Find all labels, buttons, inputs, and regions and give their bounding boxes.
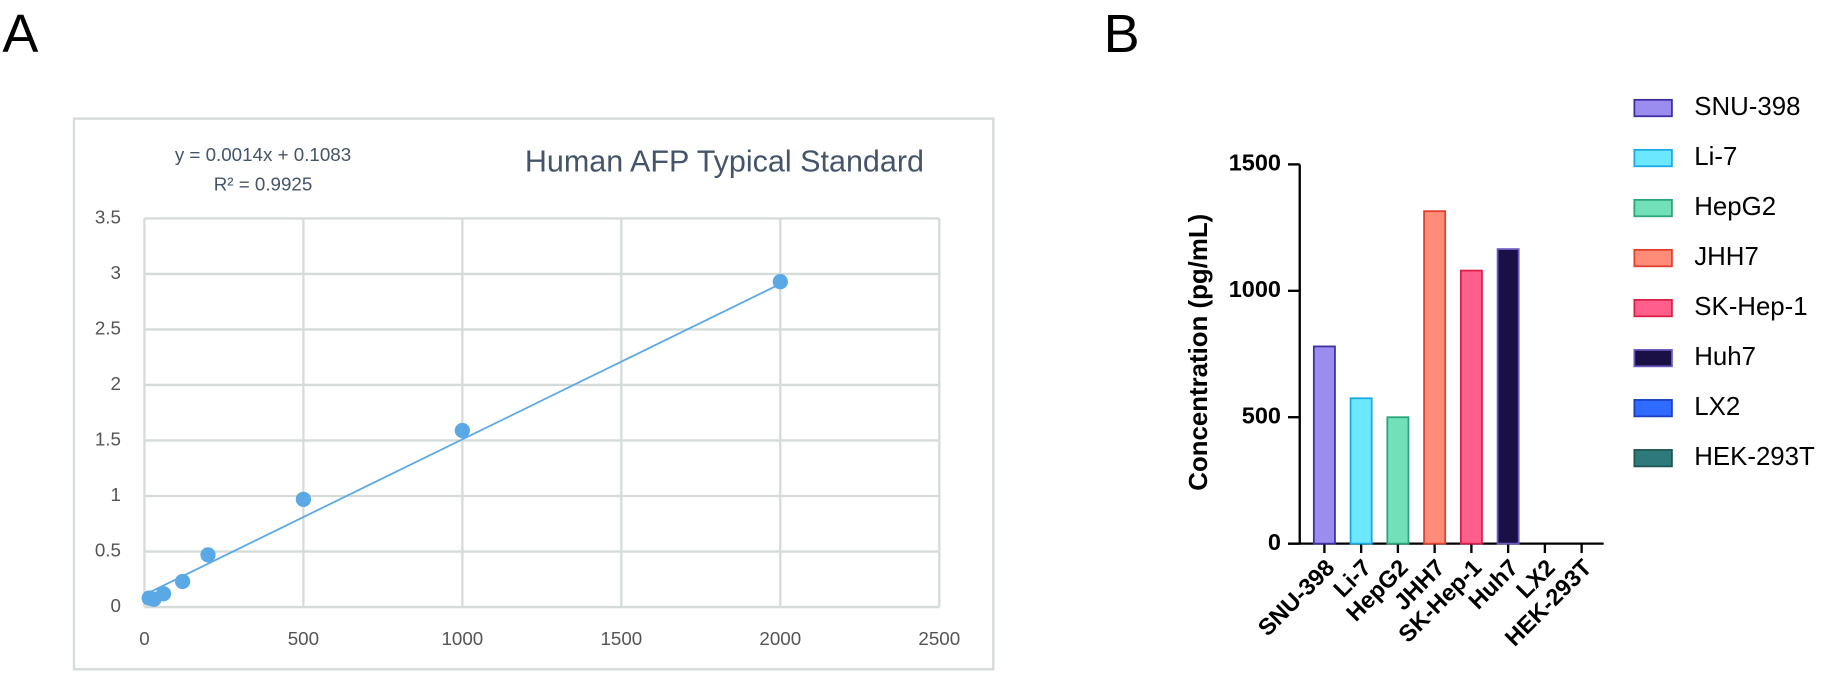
legend-swatch	[1633, 198, 1673, 218]
x-tick-label: SNU-398	[1253, 554, 1340, 641]
y-tick-label: 3.5	[95, 206, 121, 227]
y-tick-label: 1000	[1229, 276, 1281, 302]
x-tick-label: 2500	[918, 628, 960, 649]
x-tick-label: 2000	[759, 628, 801, 649]
y-tick-label: 1500	[1229, 150, 1281, 176]
legend-label: Li-7	[1694, 143, 1737, 171]
data-point	[174, 573, 191, 590]
legend-swatch	[1633, 299, 1673, 318]
x-tick-label: 1000	[441, 628, 483, 649]
data-point	[200, 547, 216, 563]
trendline	[144, 283, 781, 596]
chart-frame	[72, 117, 995, 671]
data-point	[295, 491, 312, 507]
legend-label: SNU-398	[1694, 93, 1800, 121]
bar	[1496, 248, 1520, 545]
legend-swatch	[1633, 399, 1673, 418]
panel-label: B	[1104, 4, 1140, 64]
x-tick-label: 1500	[600, 628, 642, 649]
legend-swatch	[1633, 248, 1673, 268]
legend-label: LX2	[1694, 393, 1740, 421]
bar	[1312, 345, 1336, 545]
bar	[1349, 397, 1373, 545]
y-tick-label: 2.5	[95, 317, 121, 338]
legend-label: HEK-293T	[1694, 443, 1815, 471]
equation: y = 0.0014x + 0.1083	[175, 144, 351, 165]
x-tick-label: 0	[139, 628, 149, 649]
legend-label: JHH7	[1694, 243, 1759, 271]
y-tick-label: 0.5	[95, 539, 121, 560]
data-point	[454, 422, 470, 439]
panel-label: A	[2, 4, 38, 64]
y-tick-label: 2	[110, 373, 120, 394]
bar	[1459, 269, 1483, 545]
legend-label: HepG2	[1694, 193, 1776, 221]
data-point	[772, 274, 788, 290]
bar	[1423, 210, 1447, 545]
chart-title: Human AFP Typical Standard	[525, 144, 924, 178]
y-axis-label: Concentration (pg/mL)	[1185, 214, 1213, 491]
legend-swatch	[1633, 98, 1673, 118]
bar	[1386, 416, 1410, 545]
legend-swatch	[1633, 449, 1673, 468]
legend-swatch	[1633, 148, 1673, 168]
legend-swatch	[1633, 349, 1673, 368]
y-tick-label: 1.5	[95, 428, 121, 449]
y-tick-label: 0	[1268, 529, 1281, 555]
y-tick-label: 500	[1242, 402, 1281, 428]
y-tick-label: 0	[110, 595, 120, 616]
x-tick-label: 500	[288, 628, 319, 649]
legend-label: SK-Hep-1	[1694, 293, 1807, 321]
legend-label: Huh7	[1694, 343, 1756, 371]
y-tick-label: 3	[110, 262, 120, 283]
r-squared: R² = 0.9925	[214, 173, 313, 194]
data-point	[141, 590, 157, 606]
y-tick-label: 1	[110, 484, 120, 505]
